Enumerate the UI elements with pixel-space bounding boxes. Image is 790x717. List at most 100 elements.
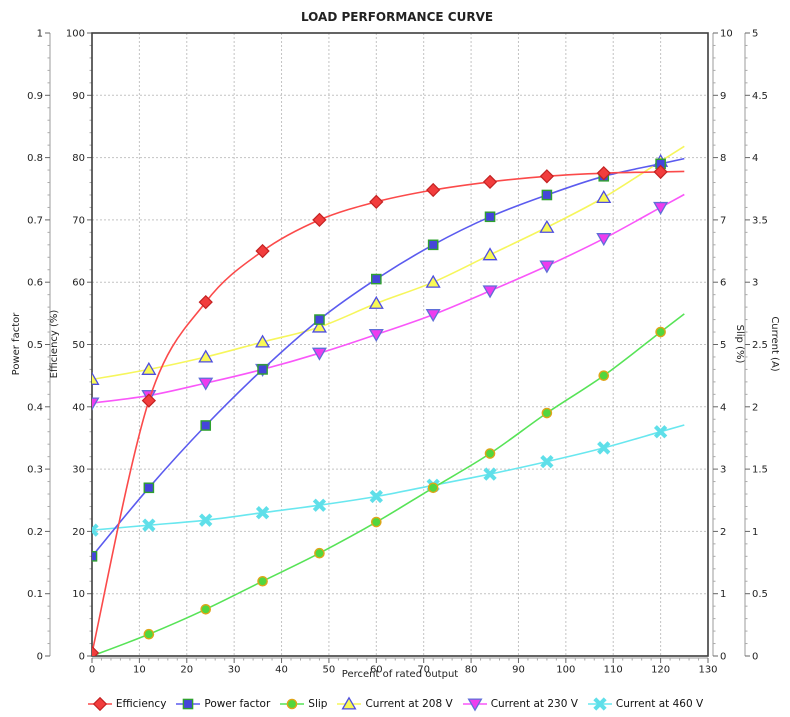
series-slip <box>92 313 685 656</box>
plot-border <box>91 32 709 657</box>
svg-text:4: 4 <box>720 402 726 413</box>
svg-text:7: 7 <box>720 215 726 226</box>
legend-item-slip: Slip <box>279 696 327 712</box>
svg-text:0.9: 0.9 <box>27 91 43 102</box>
svg-text:2: 2 <box>752 402 758 413</box>
legend-label: Current at 230 V <box>490 698 578 710</box>
power-factor-marker-icon <box>176 698 201 710</box>
svg-text:100: 100 <box>556 665 575 676</box>
svg-text:60: 60 <box>72 278 85 289</box>
pf-axis: 0 0.1 0.2 0.3 0.4 0.5 0.6 0.7 0.8 0.9 1 <box>27 29 51 663</box>
series-layer <box>92 145 685 656</box>
plot-area: 00.10.20.30.40.50.60.70.80.9101020304050… <box>27 29 768 676</box>
svg-text:0.5: 0.5 <box>27 340 43 351</box>
svg-text:80: 80 <box>72 153 85 164</box>
legend-label: Current at 460 V <box>615 698 704 710</box>
svg-text:8: 8 <box>720 153 726 164</box>
svg-text:10: 10 <box>72 589 85 600</box>
svg-text:50: 50 <box>72 340 85 351</box>
svg-text:5: 5 <box>720 340 726 351</box>
svg-text:1.5: 1.5 <box>752 465 768 476</box>
svg-text:1: 1 <box>720 589 726 600</box>
svg-text:70: 70 <box>417 665 430 676</box>
svg-text:0.1: 0.1 <box>27 589 43 600</box>
power-factor-axis-title: Power factor <box>11 312 22 376</box>
legend-label: Current at 208 V <box>365 698 453 710</box>
svg-text:3: 3 <box>752 278 758 289</box>
current-axis-title: Current (A) <box>769 316 780 371</box>
gridlines <box>92 33 708 656</box>
current-at-230-v-marker-icon <box>462 698 487 712</box>
x-axis-title: Percent of rated output <box>342 669 459 680</box>
svg-text:0.2: 0.2 <box>27 527 43 538</box>
svg-text:100: 100 <box>66 29 85 40</box>
svg-text:110: 110 <box>604 665 623 676</box>
svg-text:120: 120 <box>651 665 670 676</box>
efficiency-axis-title: Efficiency (%) <box>49 310 60 379</box>
x-axis: 0 10 20 30 40 50 60 70 80 90 100 110 120 130 <box>89 657 718 676</box>
series-efficiency <box>92 164 685 656</box>
svg-text:70: 70 <box>72 215 85 226</box>
svg-text:30: 30 <box>72 465 85 476</box>
svg-text:20: 20 <box>180 665 193 676</box>
svg-text:0: 0 <box>79 652 85 663</box>
svg-text:50: 50 <box>323 665 336 676</box>
series-current-at-230-v <box>92 193 685 411</box>
svg-text:1: 1 <box>37 29 43 40</box>
svg-text:1: 1 <box>752 527 758 538</box>
current-at-208-v-marker-icon <box>337 696 362 710</box>
svg-text:10: 10 <box>133 665 146 676</box>
legend-label: Efficiency <box>115 698 167 710</box>
chart-legend: Efficiency Power factor Slip Current at 208… <box>0 693 790 715</box>
svg-text:0.5: 0.5 <box>752 589 768 600</box>
svg-text:0: 0 <box>37 652 43 663</box>
svg-text:0: 0 <box>720 652 726 663</box>
svg-text:30: 30 <box>228 665 241 676</box>
series-power-factor <box>92 157 685 562</box>
eff-axis: 0 10 20 30 40 50 60 70 80 90 100 <box>66 29 92 663</box>
svg-text:90: 90 <box>72 91 85 102</box>
slip-marker-icon <box>280 698 305 710</box>
svg-text:4.5: 4.5 <box>752 91 768 102</box>
svg-text:0.4: 0.4 <box>27 402 43 413</box>
legend-label: Slip <box>308 698 328 710</box>
svg-text:0: 0 <box>89 665 95 676</box>
chart-canvas: 00.10.20.30.40.50.60.70.80.9101020304050… <box>11 10 780 680</box>
current-at-460-v-marker-icon <box>587 697 612 711</box>
svg-text:0: 0 <box>752 652 758 663</box>
svg-text:0.8: 0.8 <box>27 153 43 164</box>
svg-text:0.7: 0.7 <box>27 215 43 226</box>
svg-text:2.5: 2.5 <box>752 340 768 351</box>
legend-label: Power factor <box>204 698 271 710</box>
svg-text:3.5: 3.5 <box>752 215 768 226</box>
svg-text:130: 130 <box>698 665 717 676</box>
svg-text:80: 80 <box>465 665 478 676</box>
svg-text:90: 90 <box>512 665 525 676</box>
slip-axis-title: Slip (%) <box>734 325 745 364</box>
svg-text:9: 9 <box>720 91 726 102</box>
svg-text:5: 5 <box>752 29 758 40</box>
series-current-at-460-v <box>92 424 685 537</box>
svg-text:2: 2 <box>720 527 726 538</box>
svg-text:3: 3 <box>720 465 726 476</box>
legend-item-current-at-208-v: Current at 208 V <box>336 696 453 712</box>
svg-text:40: 40 <box>72 402 85 413</box>
svg-text:6: 6 <box>720 278 726 289</box>
series-current-at-208-v <box>92 145 685 385</box>
legend-item-current-at-230-v: Current at 230 V <box>462 696 578 712</box>
svg-text:60: 60 <box>370 665 383 676</box>
svg-text:0.3: 0.3 <box>27 465 43 476</box>
legend-item-efficiency: Efficiency <box>87 696 167 712</box>
svg-text:4: 4 <box>752 153 758 164</box>
legend-item-power-factor: Power factor <box>175 696 270 712</box>
svg-text:40: 40 <box>275 665 288 676</box>
legend-item-current-at-460-v: Current at 460 V <box>587 696 703 712</box>
svg-text:10: 10 <box>720 29 733 40</box>
svg-text:0.6: 0.6 <box>27 278 43 289</box>
slip-axis: 0 1 2 3 4 5 6 7 8 9 10 <box>712 29 733 663</box>
chart-title: LOAD PERFORMANCE CURVE <box>301 10 493 24</box>
svg-text:20: 20 <box>72 527 85 538</box>
efficiency-marker-icon <box>87 696 112 712</box>
cur-axis: 0 0.5 1 1.5 2 2.5 3 3.5 4 4.5 5 <box>744 29 768 663</box>
